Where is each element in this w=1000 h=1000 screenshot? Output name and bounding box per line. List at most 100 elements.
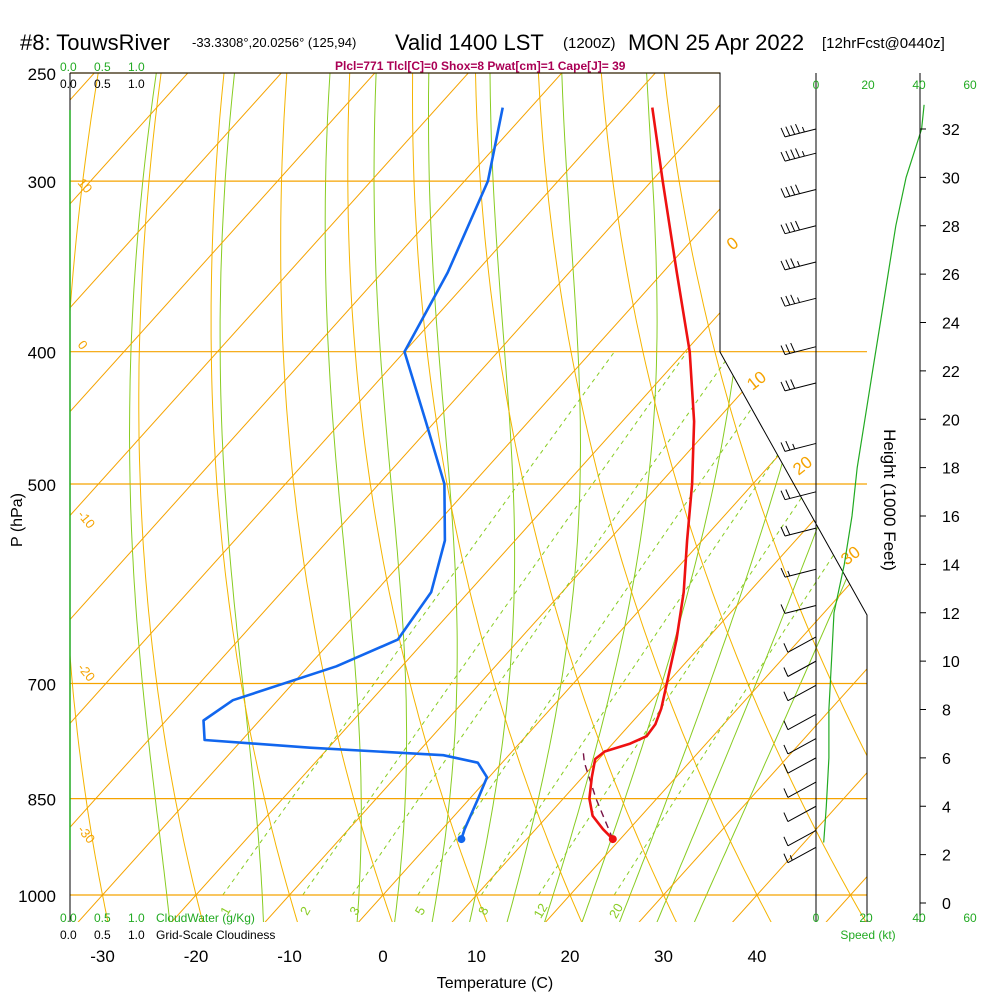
station-coords: -33.3308°,20.0256° (125,94) [192, 35, 356, 50]
wind-barb-feather-19-0 [780, 224, 786, 234]
temperature-tick--30: -30 [90, 947, 115, 966]
isotherm--120 [70, 73, 121, 922]
speed-top-20: 20 [861, 78, 875, 92]
wind-barb-feather-18-1 [785, 259, 791, 269]
wind-barb-feather-13-0 [780, 490, 786, 500]
theta-label-0: 0 [723, 233, 742, 254]
speed-top-0: 0 [813, 78, 820, 92]
height-tick-20: 20 [942, 412, 960, 429]
height-tick-14: 14 [942, 557, 960, 574]
height-tick-2: 2 [942, 848, 951, 865]
wind-barb-feather-11-0 [780, 567, 786, 578]
cloud-bottom-black-2: 1.0 [128, 928, 145, 942]
speed-label: Speed (kt) [840, 928, 895, 942]
wind-barb-staff-22 [784, 128, 817, 138]
wind-barb-feather-6-0 [783, 720, 789, 730]
wind-barb-feather-21-0 [780, 151, 786, 162]
speed-scale-bottom: 0 20 40 60 Speed (kt) [813, 911, 977, 942]
cloud-top-black-0: 0.0 [60, 77, 77, 91]
wind-barb-feather-13-1 [785, 489, 791, 499]
isotherm-30 [637, 73, 867, 922]
wind-barb-halffeather-17 [797, 297, 800, 303]
height-tick-32: 32 [942, 122, 960, 139]
height-tick-24: 24 [942, 316, 960, 333]
moist-adiabat-28 [618, 73, 856, 922]
cloud-bottom-green-1: 0.5 [94, 911, 111, 925]
wind-barb-staff-7 [787, 684, 817, 702]
height-tick-6: 6 [942, 751, 951, 768]
wind-barb-feather-19-2 [790, 221, 796, 232]
speed-scale-top: 0 20 40 60 [813, 78, 977, 92]
wind-barb-feather-18-2 [790, 258, 796, 268]
wind-barb-feather-22-1 [785, 126, 791, 136]
cloud-scale-bottom: 0.0 0.5 1.0 CloudWater (g/Kg) 0.0 0.5 1.… [60, 911, 275, 942]
surface-temperature-dot [608, 835, 617, 844]
wind-barb-feather-16-2 [790, 342, 796, 353]
cloud-top-green-1: 0.5 [94, 60, 111, 74]
mixing-ratio-8 [480, 351, 849, 896]
isotherm-label--10: -10 [75, 507, 99, 531]
wind-barb-feather-12-1 [785, 525, 791, 536]
wind-barb-feather-9-0 [783, 643, 789, 653]
wind-barb-staff-14 [784, 442, 817, 452]
height-tick-18: 18 [942, 461, 960, 478]
speed-bottom-20: 20 [859, 911, 873, 925]
wind-barb-staff-11 [784, 568, 817, 578]
indices-line: Plcl=771 Tlcl[C]=0 Shox=8 Pwat[cm]=1 Cap… [335, 59, 626, 73]
isotherm--10 [263, 73, 867, 922]
pressure-tick-300: 300 [28, 173, 56, 192]
plot-outline [70, 72, 868, 922]
speed-bottom-40: 40 [912, 911, 926, 925]
isotherm--110 [70, 73, 214, 922]
cloud-scale-top: 0.0 0.5 1.0 0.0 0.5 1.0 [60, 60, 145, 91]
wind-barb-feather-21-2 [790, 149, 796, 159]
cloud-top-black-1: 0.5 [94, 77, 111, 91]
moist-adiabat-16 [506, 73, 582, 922]
height-tick-28: 28 [942, 219, 960, 236]
cloudiness-label: Grid-Scale Cloudiness [156, 928, 275, 942]
isotherm--90 [70, 73, 401, 922]
height-tick-30: 30 [942, 170, 960, 187]
wind-barb-feather-15-1 [785, 380, 791, 390]
moist-adiabats [128, 73, 867, 922]
moist-adiabat-20 [543, 73, 658, 922]
wind-barb-feather-8-0 [783, 667, 789, 677]
mixing-ratio-2 [302, 351, 688, 896]
dry-adiabat--30 [70, 73, 124, 922]
speed-bottom-0: 0 [813, 911, 820, 925]
dewpoint-trace [202, 107, 504, 840]
wind-barb-feather-17-0 [780, 296, 786, 307]
isotherm-10 [450, 73, 867, 922]
moist-adiabat--10 [219, 73, 264, 922]
temperature-tick-40: 40 [748, 947, 767, 966]
wind-barb-feather-22-3 [795, 123, 800, 134]
pressure-axis-label: P (hPa) [9, 493, 26, 547]
wind-barb-feather-16-1 [785, 344, 791, 354]
wind-barb-feather-5-0 [783, 744, 789, 755]
station-title: #8: TouwsRiver [20, 30, 170, 55]
wind-barb-feather-14-0 [780, 442, 786, 452]
moist-adiabat-36 [693, 73, 867, 922]
dry-adiabat--40 [0, 0, 64, 924]
cloud-top-green-2: 1.0 [128, 60, 145, 74]
wind-barb-staff-8 [787, 660, 817, 677]
surface-dewpoint-dot [457, 835, 466, 844]
dry-adiabat-50 [594, 73, 867, 922]
isotherm--100 [70, 73, 308, 922]
wind-barb-feather-4-0 [783, 763, 789, 774]
pressure-tick-1000: 1000 [18, 887, 56, 906]
moist-adiabat-0 [324, 73, 362, 922]
wind-barb-staff-1 [787, 829, 817, 847]
isotherm--20 [169, 73, 867, 922]
wind-barb-feather-22-2 [790, 125, 796, 135]
wind-barb-feather-14-1 [785, 440, 791, 451]
height-tick-0: 0 [942, 896, 951, 913]
wind-barb-feather-20-2 [790, 185, 796, 196]
wind-barb-feather-12-0 [780, 526, 786, 537]
pressure-tick-700: 700 [28, 676, 56, 695]
dry-adiabat-10 [347, 73, 489, 922]
wind-barb-staff-15 [784, 382, 817, 392]
wind-barb-feather-15-0 [780, 381, 786, 392]
